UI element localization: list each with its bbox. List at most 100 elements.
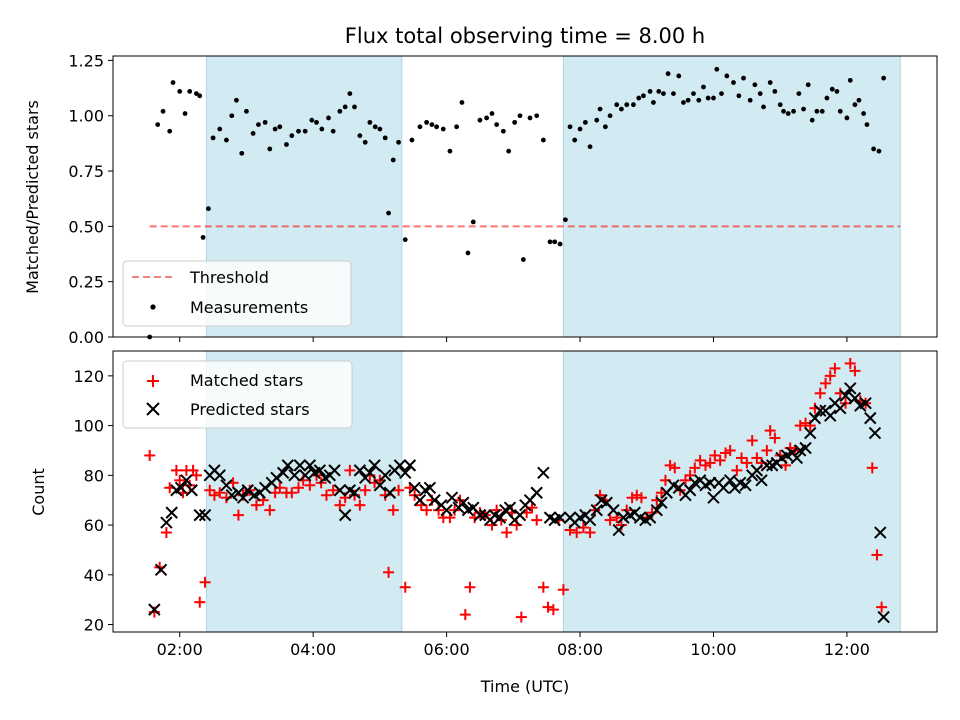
measurement-point (520, 257, 526, 262)
measurement-point (701, 84, 706, 90)
measurement-point (409, 137, 415, 143)
matched-star-point (421, 504, 433, 516)
measurement-point (805, 82, 811, 88)
measurement-point (534, 113, 540, 119)
legend-matched-label: Matched stars (190, 371, 303, 390)
legend-threshold-label: Threshold (189, 268, 269, 287)
predicted-star-point (493, 511, 507, 524)
measurement-point (177, 89, 183, 94)
measurement-point (594, 117, 600, 123)
predicted-star-point (213, 469, 226, 482)
predicted-star-point (530, 486, 543, 499)
measurement-point (289, 133, 295, 139)
measurement-point (685, 97, 691, 103)
predicted-star-point (276, 466, 290, 480)
y-tick-label: 100 (73, 417, 104, 436)
measurement-point (819, 108, 825, 114)
predicted-star-point (185, 484, 198, 497)
predicted-star-point (220, 479, 233, 492)
predicted-star-point (288, 469, 301, 482)
x-tick-label: 02:00 (157, 640, 203, 659)
count-y-label: Count (29, 468, 48, 516)
predicted-star-point (198, 508, 212, 522)
measurement-point (160, 108, 166, 114)
y-tick-label: 120 (73, 367, 104, 386)
measurement-point (352, 104, 357, 110)
predicted-star-point (503, 501, 517, 514)
matched-star-point (731, 464, 743, 476)
predicted-star-point (590, 503, 603, 517)
measurement-point (777, 102, 783, 108)
measurement-point (587, 144, 593, 150)
predicted-star-point (423, 481, 437, 494)
predicted-star-point (607, 503, 620, 517)
matched-star-point (824, 370, 836, 382)
predicted-star-point (428, 493, 441, 507)
matched-star-point (741, 457, 753, 469)
y-tick-label: 1.25 (68, 51, 104, 70)
measurement-point (665, 71, 671, 77)
measurement-point (357, 133, 363, 139)
matched-star-point (515, 611, 527, 623)
predicted-star-point (650, 503, 663, 517)
measurement-point (434, 124, 439, 130)
count-legend: Matched stars Predicted stars (122, 360, 353, 429)
measurement-point (440, 126, 446, 132)
matched-star-point (449, 504, 461, 516)
predicted-star-point (353, 464, 367, 477)
predicted-star-point (160, 516, 173, 529)
predicted-star-point (165, 506, 178, 519)
predicted-star-point (154, 563, 168, 577)
matched-star-point (694, 454, 706, 466)
matched-star-point (689, 462, 701, 474)
measurement-point (470, 219, 476, 225)
measurement-point (809, 117, 815, 123)
measurement-point (577, 126, 583, 132)
predicted-star-point (612, 523, 625, 537)
measurement-point (512, 119, 518, 125)
predicted-star-point (553, 511, 567, 524)
measurement-point (656, 89, 662, 94)
matched-star-point (383, 566, 395, 578)
measurement-point (641, 93, 646, 99)
predicted-star-point (193, 508, 206, 522)
measurement-point (277, 124, 283, 130)
predicted-star-point (313, 464, 327, 477)
matched-star-point (664, 459, 676, 471)
matched-star-point (321, 489, 333, 501)
measurement-point (631, 102, 636, 108)
measurement-point (856, 97, 862, 103)
measurement-point (239, 150, 245, 156)
predicted-star-point (440, 503, 453, 517)
y-tick-label: 60 (84, 516, 104, 535)
y-tick-label: 80 (84, 466, 104, 485)
measurement-point (517, 113, 523, 119)
measurement-point (459, 100, 465, 105)
measurement-point (187, 89, 193, 94)
matched-star-point (359, 484, 371, 496)
matched-star-point (232, 509, 244, 521)
matched-star-point (736, 452, 748, 464)
matched-star-point (464, 581, 476, 593)
measurement-point (284, 142, 289, 147)
matched-star-point (334, 499, 346, 511)
measurement-point (624, 102, 630, 108)
measurement-point (834, 89, 840, 94)
y-tick-label: 0.25 (68, 273, 104, 292)
measurement-point (651, 100, 656, 105)
matched-star-point (626, 492, 638, 504)
x-tick-label: 06:00 (424, 640, 470, 659)
predicted-star-point (413, 493, 427, 507)
measurement-point (557, 241, 563, 247)
predicted-star-point (174, 481, 188, 494)
matched-star-point (719, 447, 731, 459)
measurement-point (234, 97, 239, 103)
matched-star-point (160, 527, 172, 539)
predicted-star-point (236, 491, 250, 504)
measurement-point (429, 122, 435, 127)
measurement-point (250, 131, 256, 136)
predicted-star-point (379, 469, 392, 482)
matched-star-point (871, 549, 883, 561)
measurement-point (582, 119, 588, 125)
